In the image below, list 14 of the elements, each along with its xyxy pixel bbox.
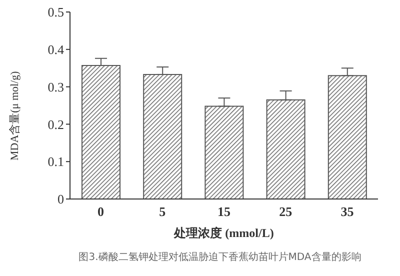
- y-axis-title: MDA含量(μ mol/g): [8, 70, 21, 160]
- y-tick-label: 0.5: [48, 4, 64, 20]
- x-axis-title: 处理浓度 (mmol/L): [173, 226, 274, 240]
- x-tick-label: 5: [159, 204, 166, 220]
- y-tick-label: 0.4: [48, 42, 64, 58]
- x-tick-label: 0: [98, 204, 104, 220]
- x-tick-label: 35: [340, 204, 354, 220]
- caption: 图3.磷酸二氢钾处理对低温胁迫下香蕉幼苗叶片MDA含量的影响: [78, 250, 362, 264]
- y-tick-label: 0: [58, 192, 64, 207]
- x-tick-label: 15: [218, 204, 231, 220]
- x-tick-label: 25: [279, 204, 293, 220]
- y-tick-label: 0.1: [48, 154, 64, 170]
- y-tick-label: 0.3: [48, 79, 64, 94]
- y-tick-label: 0.2: [48, 116, 64, 132]
